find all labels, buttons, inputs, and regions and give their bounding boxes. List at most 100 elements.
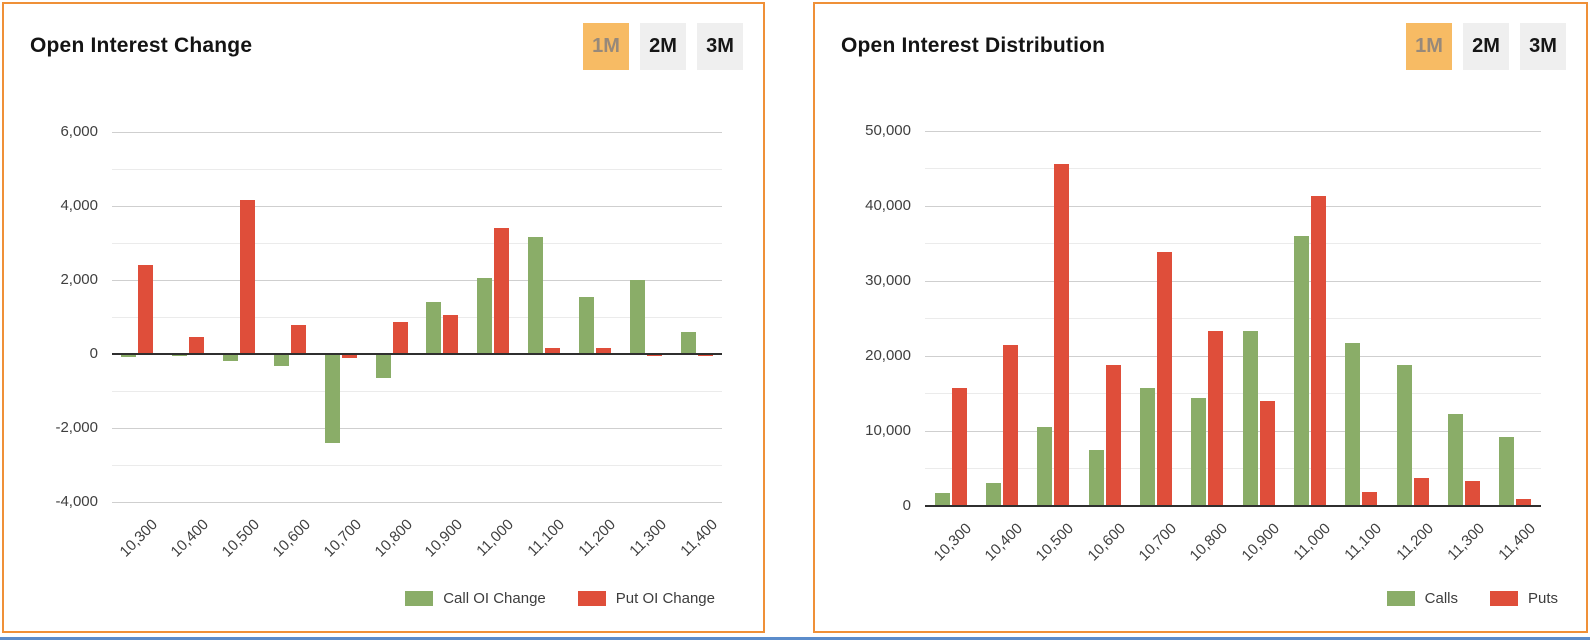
call-bar[interactable] [528, 237, 543, 354]
call-bar[interactable] [1191, 398, 1206, 506]
open-interest-distribution-panel: Open Interest Distribution 1M 2M 3M 0 10,… [813, 2, 1588, 633]
put-bar[interactable] [545, 348, 560, 354]
x-axis-line [112, 353, 722, 355]
put-bar[interactable] [596, 348, 611, 354]
call-bar[interactable] [1140, 388, 1155, 506]
call-bar[interactable] [223, 354, 238, 362]
timeframe-2m-button[interactable]: 2M [640, 22, 686, 70]
put-bar[interactable] [291, 324, 306, 354]
call-bar[interactable] [1397, 365, 1412, 506]
puts-swatch-icon [1489, 591, 1518, 606]
put-bar[interactable] [1208, 331, 1223, 506]
y-axis-tick-label: 0 [902, 497, 911, 514]
call-bar[interactable] [325, 354, 340, 443]
gridline [112, 501, 722, 503]
legend-item: Calls [1386, 590, 1458, 607]
put-bar[interactable] [1362, 491, 1377, 506]
timeframe-3m-button[interactable]: 3M [1520, 22, 1566, 70]
y-axis-tick-label: -4,000 [55, 493, 98, 510]
put-bar[interactable] [189, 336, 204, 354]
gridline [112, 316, 722, 318]
y-axis-tick-label: 50,000 [865, 122, 911, 139]
call-bar[interactable] [1037, 427, 1052, 506]
call-bar[interactable] [121, 354, 136, 357]
gridline [925, 318, 1541, 319]
call-bar[interactable] [1089, 449, 1104, 506]
y-axis-tick-label: 2,000 [60, 271, 98, 288]
put-bar[interactable] [443, 314, 458, 354]
call-bar[interactable] [681, 331, 696, 354]
call-bar[interactable] [986, 482, 1001, 506]
call-bar[interactable] [172, 354, 187, 357]
put-bar[interactable] [1003, 344, 1018, 506]
timeframe-2m-button[interactable]: 2M [1463, 22, 1509, 70]
x-axis-line [925, 505, 1541, 507]
call-bar[interactable] [426, 302, 441, 354]
call-oi-change-swatch-icon [405, 591, 434, 606]
put-bar[interactable] [698, 354, 713, 356]
call-bar[interactable] [935, 492, 950, 506]
gridline [925, 168, 1541, 169]
y-axis-tick-label: 20,000 [865, 347, 911, 364]
gridline [925, 468, 1541, 469]
put-oi-change-swatch-icon [577, 591, 606, 606]
put-bar[interactable] [1414, 478, 1429, 506]
y-axis-tick-label: 40,000 [865, 197, 911, 214]
put-bar[interactable] [1106, 365, 1121, 506]
legend-item: Put OI Change [577, 590, 715, 607]
put-bar[interactable] [952, 387, 967, 506]
legend-item: Puts [1489, 590, 1558, 607]
put-bar[interactable] [647, 354, 662, 357]
put-bar[interactable] [393, 322, 408, 354]
y-axis-tick-label: -2,000 [55, 419, 98, 436]
call-bar[interactable] [579, 297, 594, 354]
gridline [112, 427, 722, 429]
panel-header: Open Interest Distribution 1M 2M 3M [841, 22, 1566, 70]
put-bar[interactable] [240, 200, 255, 354]
timeframe-1m-button[interactable]: 1M [583, 22, 629, 70]
put-bar[interactable] [138, 265, 153, 354]
call-bar[interactable] [1243, 330, 1258, 506]
timeframe-1m-button[interactable]: 1M [1406, 22, 1452, 70]
oi-change-chart-plot: -4,000 -2,000 0 2,000 4,000 6,000 10,300 10,400… [55, 124, 722, 560]
put-bar[interactable] [342, 354, 357, 359]
call-bar[interactable] [1294, 236, 1309, 506]
put-bar[interactable] [1516, 499, 1531, 506]
put-bar[interactable] [494, 228, 509, 354]
calls-swatch-icon [1386, 591, 1415, 606]
legend-label: Call OI Change [443, 590, 546, 607]
gridline [112, 131, 722, 133]
panel-header: Open Interest Change 1M 2M 3M [30, 22, 743, 70]
open-interest-change-panel: Open Interest Change 1M 2M 3M -4,000 -2,0… [2, 2, 765, 633]
call-bar[interactable] [630, 280, 645, 354]
legend-label: Calls [1424, 590, 1458, 607]
put-bar[interactable] [1465, 480, 1480, 506]
gridline [112, 390, 722, 392]
put-bar[interactable] [1260, 401, 1275, 506]
gridline [112, 464, 722, 466]
gridline [925, 205, 1541, 207]
chart-legend: Calls Puts [815, 590, 1586, 607]
call-bar[interactable] [1345, 343, 1360, 506]
call-bar[interactable] [1448, 413, 1463, 506]
gridline [925, 243, 1541, 244]
put-bar[interactable] [1157, 251, 1172, 506]
gridline [112, 242, 722, 244]
put-bar[interactable] [1054, 164, 1069, 506]
put-bar[interactable] [1311, 196, 1326, 506]
timeframe-button-group: 1M 2M 3M [1395, 22, 1566, 70]
oi-distribution-chart-plot: 0 10,000 20,000 30,000 40,000 50,000 10,300 10,… [865, 123, 1541, 564]
call-bar[interactable] [1499, 437, 1514, 506]
legend-label: Put OI Change [615, 590, 715, 607]
gridline [925, 355, 1541, 357]
next-section-top-edge [0, 637, 1590, 640]
timeframe-3m-button[interactable]: 3M [697, 22, 743, 70]
y-axis-tick-label: 4,000 [60, 197, 98, 214]
gridline [112, 168, 722, 170]
call-bar[interactable] [376, 354, 391, 379]
gridline [925, 130, 1541, 132]
gridline [112, 279, 722, 281]
legend-item: Call OI Change [405, 590, 546, 607]
call-bar[interactable] [274, 354, 289, 366]
call-bar[interactable] [477, 277, 492, 354]
